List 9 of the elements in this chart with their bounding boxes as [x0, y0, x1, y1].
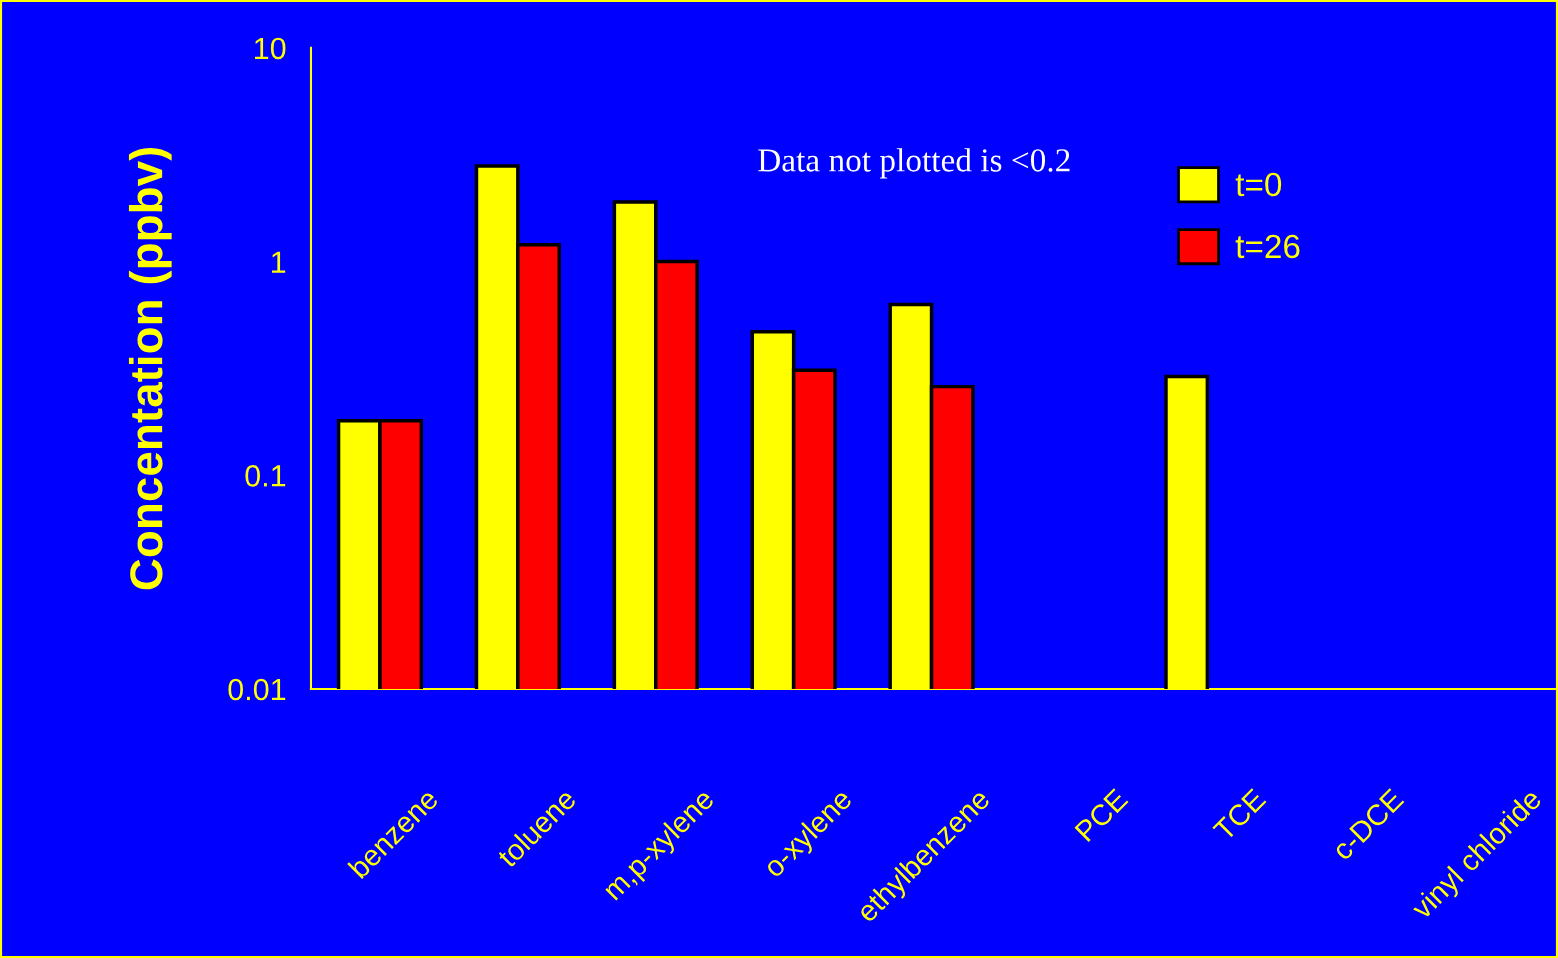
y-tick-label: 0.01 [228, 678, 286, 701]
y-tick-label: 10 [255, 37, 286, 60]
legend-label: t=0 [1235, 172, 1282, 197]
y-tick-label: 1 [272, 251, 286, 273]
annotation: Data not plotted is <0.2 [758, 148, 1070, 179]
y-axis-title: Concentation (ppbv) [128, 147, 172, 590]
y-tick-label: 0.1 [245, 465, 286, 487]
x-tick-label: TCE [1212, 787, 1267, 843]
legend-label: t=26 [1235, 234, 1300, 259]
